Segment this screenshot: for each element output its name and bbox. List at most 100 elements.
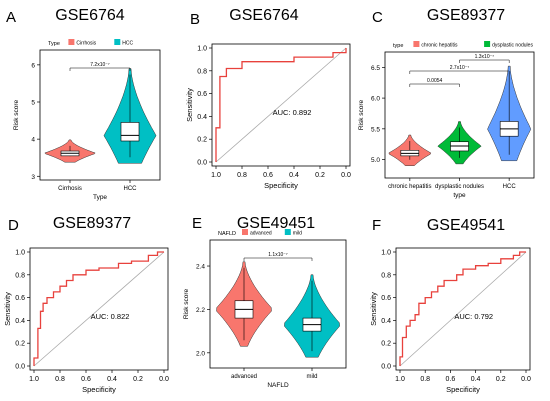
panel-letter: C [372, 9, 383, 26]
violin-chart-c: type chronic hepatitis dysplastic nodules H… [358, 41, 535, 199]
panel-letter: B [190, 11, 200, 28]
y-tick-label: 5.0 [371, 157, 380, 164]
legend-label: Cirrhosis [76, 41, 96, 47]
significance-bracket: 7.2x10⁻⁷ [69, 62, 131, 71]
legend-label: dysplastic nodules [492, 43, 533, 49]
violin-group: dysplastic nodules [435, 121, 484, 190]
y-tick-label: 0.4 [197, 114, 207, 121]
x-tick-label: 0.2 [496, 376, 506, 383]
significance-bracket: 1.3x10⁻⁷ [459, 54, 510, 63]
roc-curve [33, 251, 164, 366]
y-tick-label: 0.2 [381, 341, 391, 348]
legend-swatch [242, 229, 248, 235]
x-tick-label: 0.4 [107, 376, 117, 383]
y-tick-label: 0.6 [381, 295, 391, 302]
bracket-line [243, 257, 313, 261]
y-tick-label: 0.8 [381, 272, 391, 279]
p-value-label: 0.0054 [427, 78, 443, 84]
y-tick-label: 0.0 [381, 364, 391, 371]
y-tick-label: 1.0 [381, 250, 391, 257]
y-tick-label: 0.4 [381, 318, 391, 325]
x-tick-label: 0.8 [55, 376, 65, 383]
x-tick-label: 1.0 [211, 172, 221, 179]
y-tick-label: 0.0 [197, 160, 207, 167]
legend-swatch [413, 41, 420, 47]
plot-frame [209, 239, 347, 369]
y-tick-label: 5.5 [371, 126, 380, 133]
y-tick-label: 2.0 [196, 350, 205, 357]
panel-title: GSE89377 [427, 7, 505, 24]
legend: NAFLD advanced mild [218, 229, 302, 237]
panel-title: GSE49451 [237, 215, 315, 232]
x-tick-label: Cirrhosis [58, 186, 82, 192]
y-tick-label: 0.4 [15, 318, 25, 325]
y-axis-label: Sensitivity [369, 292, 378, 326]
panel-title: GSE6764 [55, 7, 124, 24]
roc-chart-b: 1.0 0.8 0.6 0.4 0.2 0.0 0.0 0.2 0.4 0.6 0.8 1.0 Spec… [185, 43, 351, 190]
x-tick-label: HCC [124, 186, 138, 192]
auc-label: AUC: 0.892 [273, 108, 312, 117]
x-tick-label: 0.2 [133, 376, 143, 383]
x-tick-label: dysplastic nodules [435, 184, 484, 190]
y-axis-label: Risk score [358, 99, 365, 130]
y-axis-label: Sensitivity [3, 292, 12, 326]
y-tick-label: 0.6 [15, 295, 25, 302]
violin-group: mild [284, 274, 340, 380]
y-tick-label: 1.0 [197, 46, 207, 53]
x-tick-label: HCC [503, 184, 517, 190]
x-tick-label: 0.4 [289, 172, 299, 179]
violin-group: advanced [216, 261, 272, 380]
legend-title: Type [48, 41, 60, 47]
panel-d: D GSE89377 [8, 215, 131, 234]
roc-curve [399, 251, 526, 366]
violin-chart-e: NAFLD advanced mild 2.0 2.2 2.4 Risk score NAFL… [183, 229, 347, 389]
legend-label: mild [293, 231, 302, 237]
panel-title: GSE49541 [427, 217, 505, 234]
panel-letter: A [6, 9, 16, 26]
y-tick-label: 2.4 [196, 264, 205, 271]
reference-diagonal [399, 251, 527, 367]
violin-chart-a: Type Cirrhosis HCC 3 4 5 6 Risk score Type Cirrho… [13, 39, 161, 201]
roc-chart-f: 1.0 0.8 0.6 0.4 0.2 0.0 0.0 0.2 0.4 0.6 0.8 1.0 Spec… [369, 247, 531, 394]
reference-diagonal [33, 251, 165, 367]
box [120, 122, 140, 142]
y-tick-label: 6.5 [371, 65, 380, 72]
x-axis-label: Specificity [82, 385, 116, 394]
x-tick-label: 0.0 [341, 172, 351, 179]
plot-frame [395, 247, 531, 371]
y-tick-label: 5 [31, 100, 35, 107]
legend-title: NAFLD [218, 231, 236, 237]
y-tick-label: 0.2 [15, 341, 25, 348]
x-tick-label: 0.6 [81, 376, 91, 383]
x-tick-label: chronic hepatitis [388, 184, 431, 190]
panel-title: GSE89377 [53, 215, 131, 232]
panel-e: E GSE49451 [192, 215, 315, 232]
panel-b: B GSE6764 [190, 7, 299, 28]
x-tick-label: 0.8 [420, 376, 430, 383]
x-axis-label: NAFLD [267, 382, 289, 389]
x-tick-label: 0.6 [263, 172, 273, 179]
p-value-label: 1.3x10⁻⁷ [475, 54, 495, 60]
bracket-line [409, 70, 510, 74]
y-tick-label: 6 [31, 62, 35, 69]
panel-a: A GSE6764 [6, 7, 125, 26]
y-axis-label: Risk score [13, 99, 20, 130]
panel-f: F GSE49541 [372, 217, 505, 234]
bracket-line [459, 59, 510, 63]
p-value-label: 7.2x10⁻⁷ [90, 62, 110, 68]
x-axis-label: Specificity [264, 181, 298, 190]
x-axis-label: type [453, 192, 466, 199]
plot-frame [39, 49, 161, 181]
panel-letter: D [8, 217, 19, 234]
panel-title: GSE6764 [229, 7, 298, 24]
significance-bracket: 0.0054 [409, 78, 460, 87]
x-tick-label: 0.8 [237, 172, 247, 179]
x-tick-label: 0.0 [521, 376, 531, 383]
plot-frame [211, 43, 351, 167]
bracket-line [409, 83, 460, 87]
legend-swatch [484, 41, 491, 47]
p-value-label: 1.1x10⁻⁷ [268, 252, 288, 258]
legend-swatch [68, 39, 75, 45]
